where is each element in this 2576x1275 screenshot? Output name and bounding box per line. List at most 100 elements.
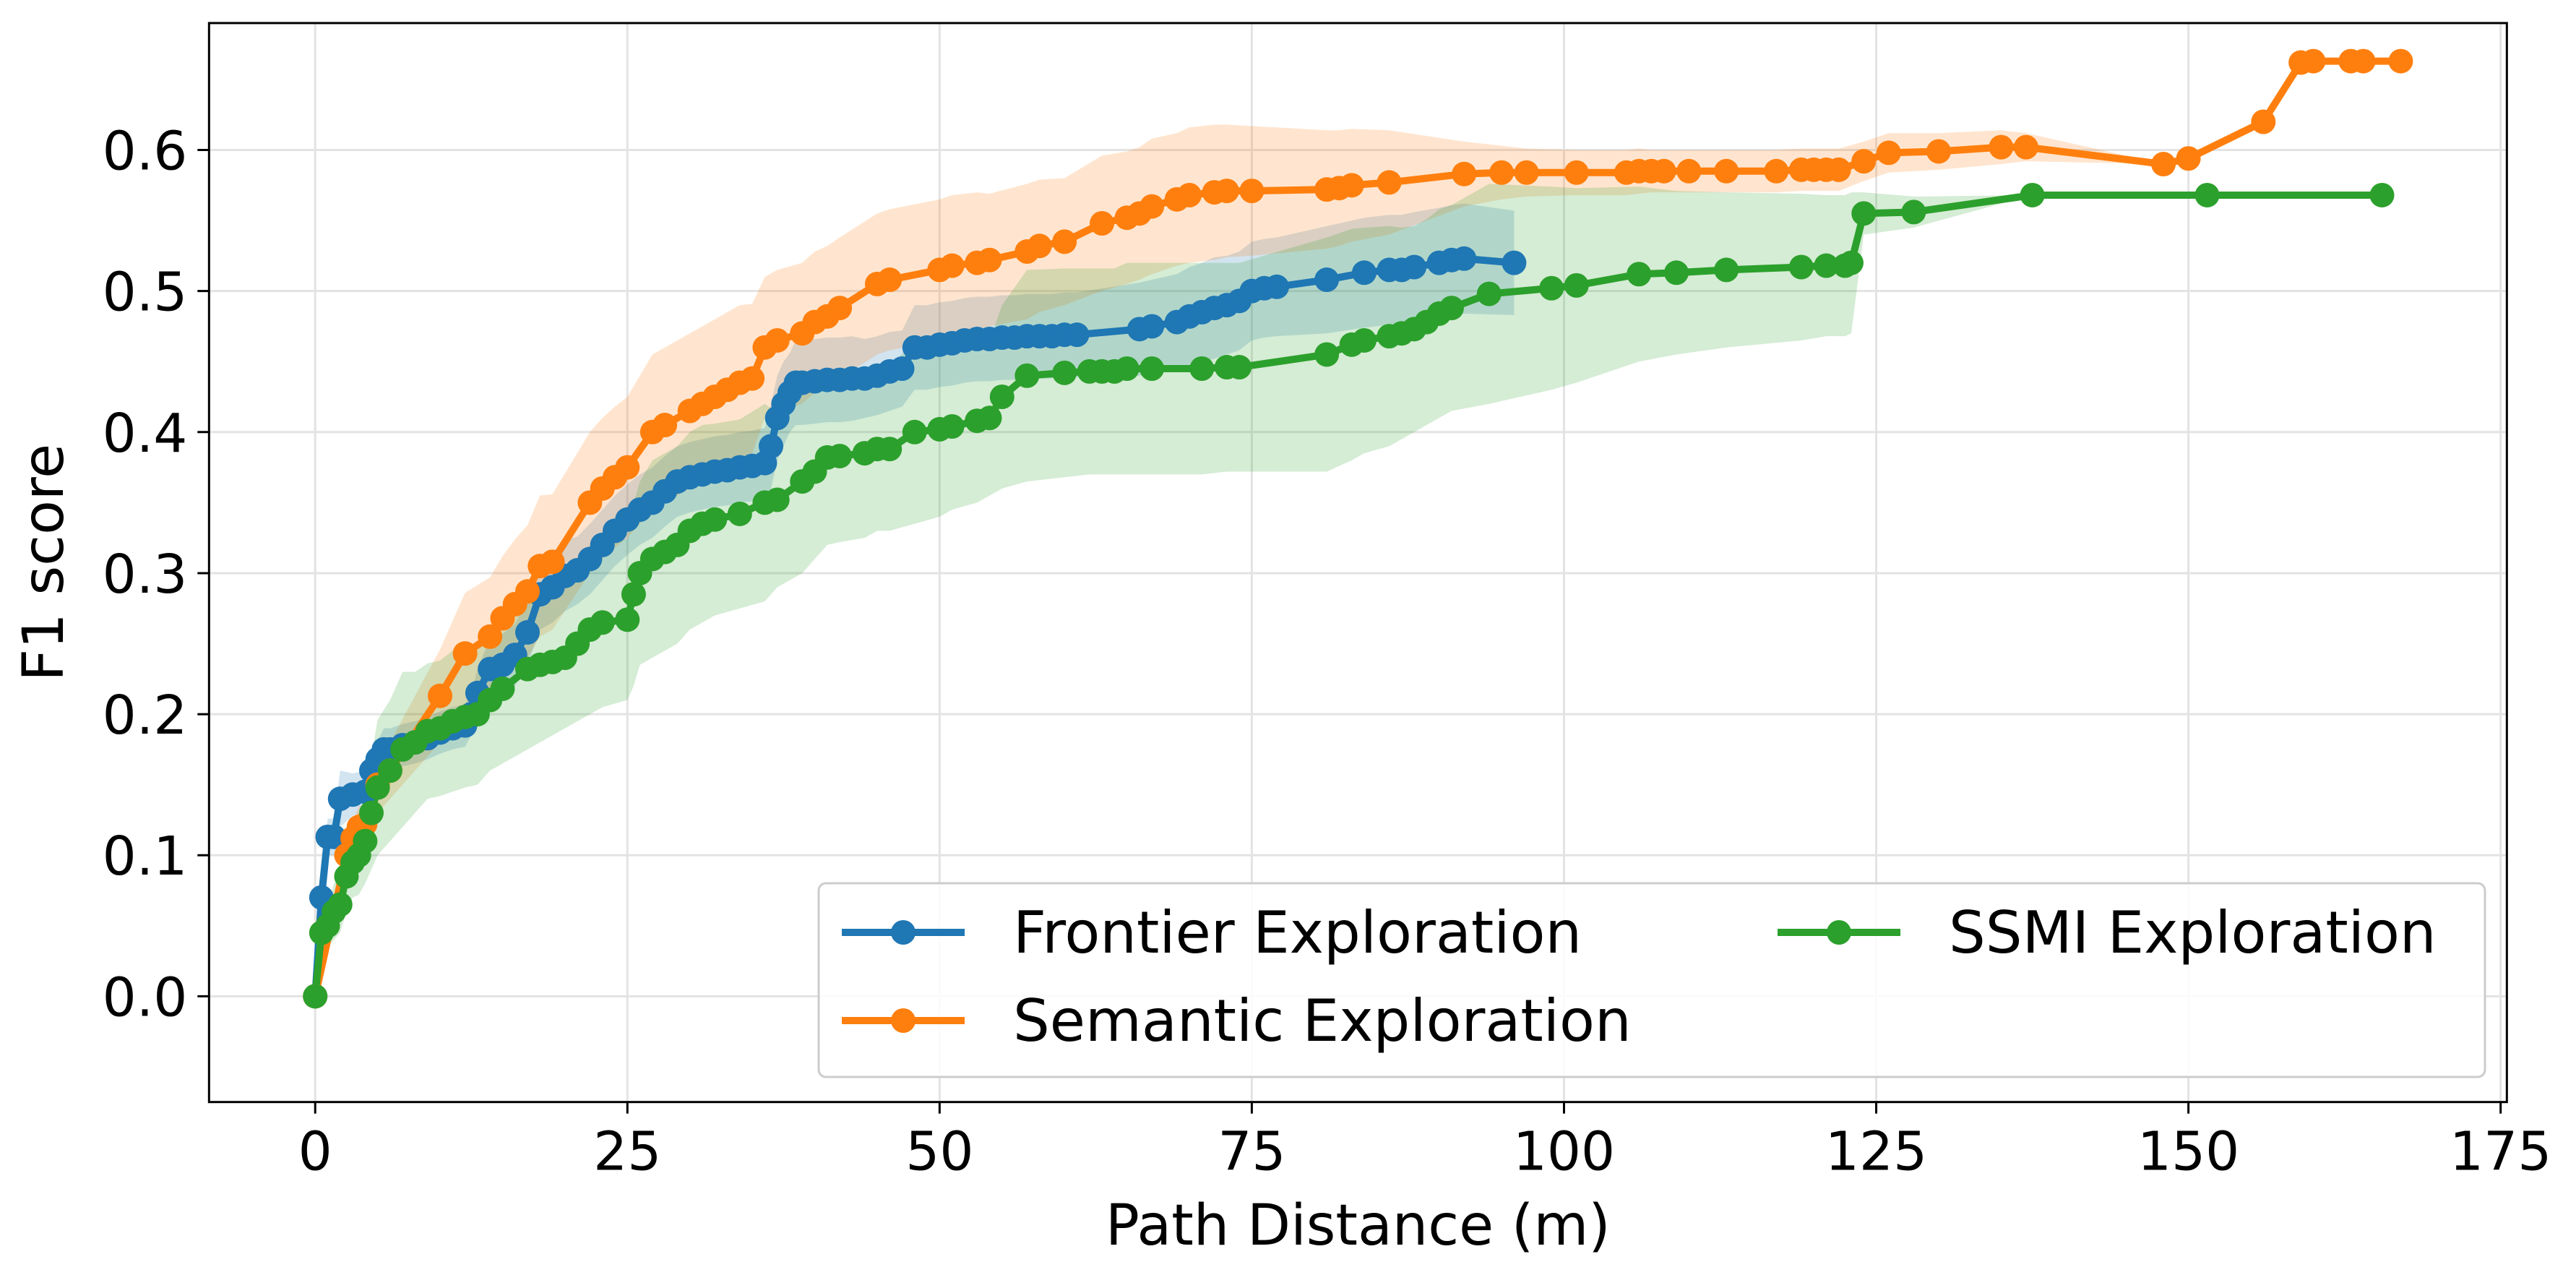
data-point xyxy=(1838,250,1864,275)
data-point xyxy=(1851,149,1877,174)
data-point xyxy=(515,619,540,645)
data-point xyxy=(1851,201,1877,226)
data-point xyxy=(740,366,765,391)
data-point xyxy=(1989,134,2014,160)
x-tick-label: 100 xyxy=(1513,1121,1615,1183)
data-point xyxy=(1788,254,1814,280)
data-point xyxy=(939,253,965,278)
legend-swatch-marker xyxy=(891,1008,916,1033)
data-point xyxy=(1339,173,1364,198)
data-point xyxy=(1814,253,1839,278)
data-point xyxy=(1314,267,1340,293)
data-point xyxy=(827,296,853,321)
data-point xyxy=(1227,355,1252,380)
data-point xyxy=(2388,48,2413,74)
data-point xyxy=(1627,262,1652,287)
data-point xyxy=(1714,158,1739,184)
legend-box xyxy=(817,882,2486,1078)
data-point xyxy=(490,676,515,701)
data-point xyxy=(1901,199,1926,225)
legend-entry-ssmi: SSMI Exploration xyxy=(1778,899,2437,966)
data-point xyxy=(365,775,390,800)
plot-area-frame xyxy=(207,22,2508,1104)
data-point xyxy=(977,247,1002,272)
data-point xyxy=(2013,134,2038,160)
x-tick-label: 150 xyxy=(2137,1121,2239,1183)
x-axis-label: Path Distance (m) xyxy=(1106,1193,1611,1258)
data-point xyxy=(977,405,1002,431)
data-point xyxy=(764,487,790,512)
y-tick-label: 0.2 xyxy=(103,684,188,747)
y-axis-label: F1 score xyxy=(12,444,77,682)
data-point xyxy=(1651,158,1676,184)
x-tick-label: 50 xyxy=(905,1121,973,1183)
data-point xyxy=(377,758,402,784)
data-point xyxy=(1826,157,1851,182)
x-tick-label: 75 xyxy=(1218,1121,1285,1183)
data-point xyxy=(1052,229,1077,254)
data-point xyxy=(1176,182,1202,207)
data-point xyxy=(590,610,615,635)
axis-ticks: 0 25 50 75 100 125 150 175 0.0 0.1 0.2 0.3 0.4 0.5 0.6 xyxy=(103,121,2552,1183)
y-tick-label: 0.3 xyxy=(103,544,188,606)
data-point xyxy=(1439,296,1464,321)
data-point xyxy=(2369,182,2395,207)
data-point xyxy=(1514,160,1539,185)
data-point xyxy=(1052,360,1077,385)
data-point xyxy=(1564,272,1589,298)
x-tick-label: 0 xyxy=(298,1121,332,1183)
data-point xyxy=(1452,246,1477,271)
y-tick-label: 0.5 xyxy=(103,262,188,324)
data-point xyxy=(1564,160,1589,185)
data-point xyxy=(1676,158,1702,184)
data-point xyxy=(652,413,678,438)
data-point xyxy=(1402,254,1427,280)
data-point xyxy=(1377,170,1402,195)
data-point xyxy=(358,800,384,825)
data-point xyxy=(2020,182,2045,207)
data-point xyxy=(1140,314,1165,339)
data-point xyxy=(1664,260,1689,286)
data-point xyxy=(1714,257,1739,283)
data-point xyxy=(827,443,853,468)
y-tick-label: 0.1 xyxy=(103,825,188,888)
data-point xyxy=(764,327,790,353)
data-point xyxy=(2351,48,2376,74)
data-point xyxy=(902,419,927,445)
y-tick-label: 0.6 xyxy=(103,121,188,183)
data-point xyxy=(428,683,453,708)
data-point xyxy=(478,624,503,649)
legend-swatch-marker xyxy=(891,920,916,945)
legend-entry-semantic: Semantic Exploration xyxy=(842,987,1632,1055)
confidence-band-series-1 xyxy=(315,61,2401,997)
data-point xyxy=(939,413,965,439)
legend: Frontier Exploration Semantic Exploratio… xyxy=(817,882,2486,1078)
data-point xyxy=(702,507,728,532)
data-point xyxy=(759,434,784,459)
legend-entry-frontier: Frontier Exploration xyxy=(842,899,1582,966)
x-tick-label: 175 xyxy=(2450,1121,2551,1183)
data-point xyxy=(1015,363,1040,388)
legend-label: SSMI Exploration xyxy=(1949,899,2437,966)
data-point xyxy=(452,641,478,666)
data-point xyxy=(1489,160,1515,185)
data-point xyxy=(540,549,565,575)
legend-label: Frontier Exploration xyxy=(1013,899,1582,966)
data-point xyxy=(322,824,347,849)
data-point xyxy=(1114,356,1140,381)
data-point xyxy=(621,582,646,607)
data-point xyxy=(1476,281,1502,306)
data-point xyxy=(327,892,353,917)
data-point xyxy=(353,828,378,854)
data-point xyxy=(2151,152,2176,177)
data-point xyxy=(1764,158,1789,184)
grid xyxy=(209,22,2507,1102)
data-point xyxy=(1452,161,1477,186)
data-point xyxy=(615,455,640,480)
data-point xyxy=(1264,274,1289,299)
data-point xyxy=(2251,109,2276,134)
data-point xyxy=(2194,182,2220,207)
series-markers xyxy=(303,48,2413,1009)
data-point xyxy=(1214,179,1239,204)
